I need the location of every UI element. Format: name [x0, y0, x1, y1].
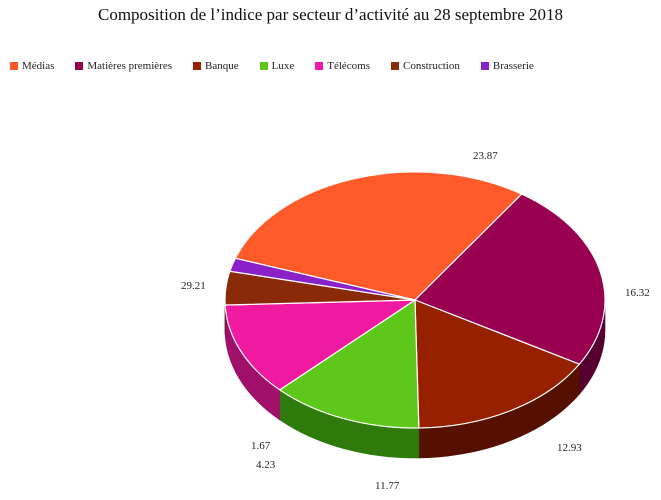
pie-slice [224, 299, 416, 391]
chart-legend: Médias Matières premières Banque Luxe Téléco… [10, 60, 555, 72]
legend-swatch [75, 62, 84, 70]
legend-label: Télécoms [327, 60, 370, 72]
legend-swatch [10, 62, 18, 70]
legend-swatch [315, 62, 324, 70]
legend-item: Médias [10, 60, 54, 72]
legend-label: Banque [205, 60, 239, 72]
pie-slice [234, 171, 523, 301]
pie-data-label: 12.93 [557, 442, 582, 454]
chart-title: Composition de l’indice par secteur d’ac… [97, 5, 563, 24]
pie-data-label: 4.23 [256, 459, 276, 471]
legend-label: Construction [402, 60, 460, 72]
legend-swatch [193, 62, 201, 70]
pie-data-label: 23.87 [473, 150, 498, 162]
pie-data-label: 1.67 [251, 440, 271, 452]
pie-slice [414, 193, 606, 365]
legend-label: Brasserie [492, 60, 534, 72]
legend-item: Construction [390, 60, 460, 72]
pie-top-faces [224, 171, 606, 429]
legend-label: Matières premières [87, 60, 172, 72]
pie-data-label: 11.77 [375, 480, 400, 492]
legend-swatch [390, 62, 399, 70]
legend-swatch [480, 62, 489, 70]
legend-item: Banque [193, 60, 239, 72]
pie-slice [229, 257, 416, 301]
legend-label: Luxe [271, 60, 295, 72]
pie-data-labels: 29.21 23.87 16.32 12.93 11.77 4.23 1.67 [181, 150, 650, 492]
legend-item: Luxe [259, 60, 295, 72]
legend-item: Matières premières [75, 60, 172, 72]
legend-label: Médias [22, 60, 55, 72]
pie-data-label: 16.32 [625, 287, 650, 299]
pie-slice [414, 299, 580, 429]
pie-data-label: 29.21 [181, 280, 206, 292]
pie-slice [279, 299, 420, 429]
legend-item: Brasserie [480, 60, 534, 72]
legend-item: Télécoms [315, 60, 370, 72]
legend-swatch [259, 62, 268, 70]
